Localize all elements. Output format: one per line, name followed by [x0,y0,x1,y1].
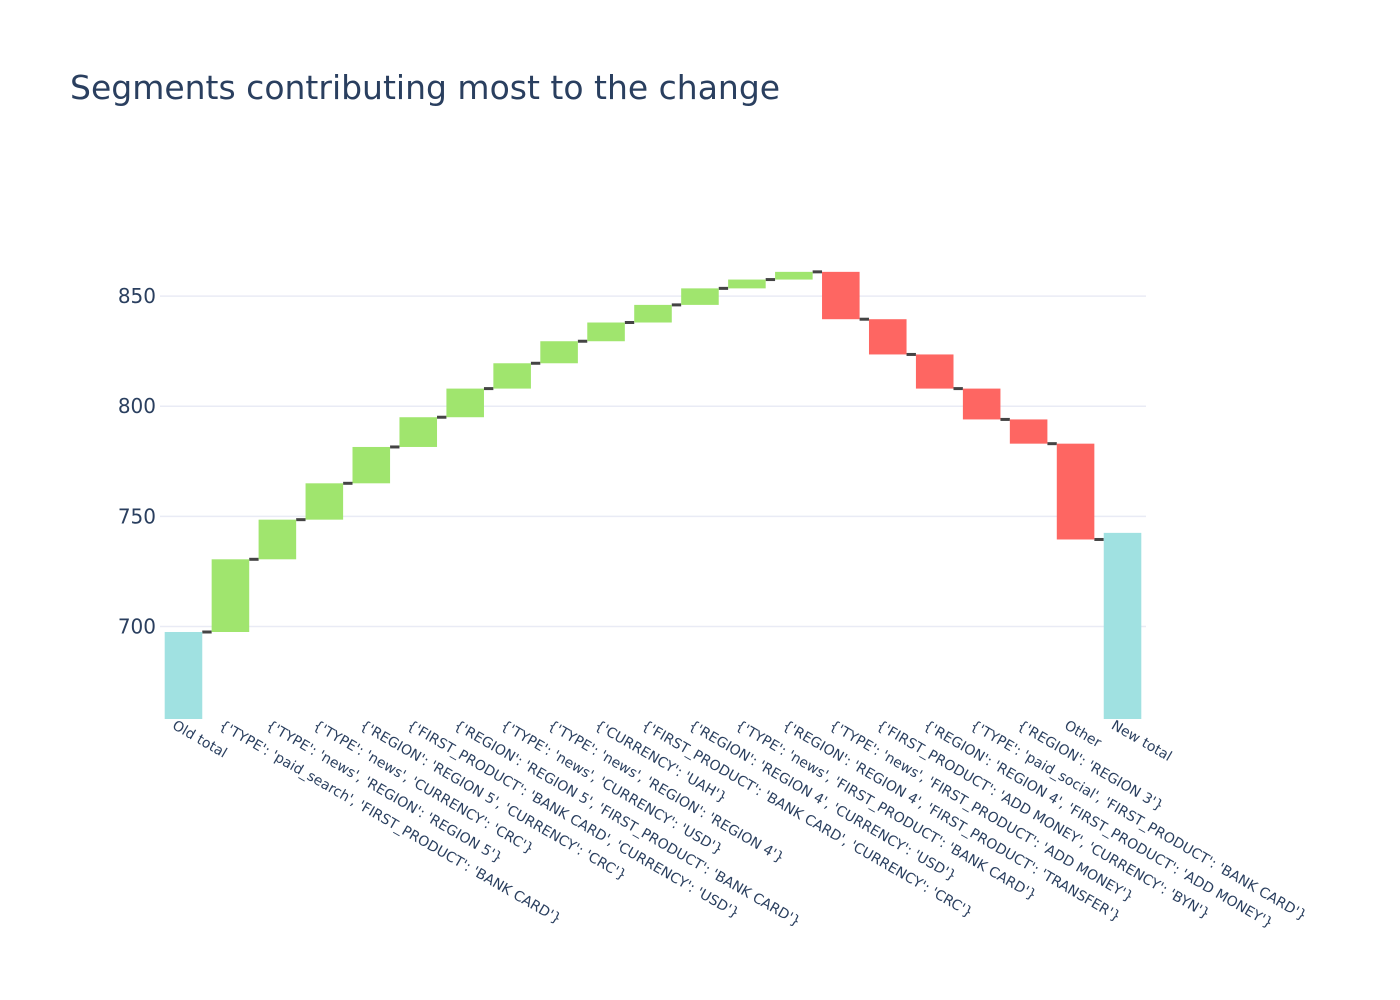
waterfall-bar [587,322,625,342]
y-tick-label: 800 [118,394,156,418]
waterfall-bar [962,388,1001,420]
connector-layer [202,270,1104,634]
waterfall-bar [915,354,954,389]
waterfall-bar [493,363,531,389]
waterfall-bar [1103,532,1142,719]
waterfall-bar [1009,419,1048,444]
waterfall-bar [868,319,907,355]
waterfall-bar [681,288,719,305]
waterfall-bar [211,559,250,632]
waterfall-bar [540,341,578,364]
waterfall-bar [446,388,484,418]
chart-title: Segments contributing most to the change [70,68,781,107]
y-axis: 700 750 800 850 [118,284,156,638]
waterfall-bar [822,271,860,320]
waterfall-bar [399,417,438,447]
waterfall-bar [258,519,297,560]
waterfall-bar [305,483,344,520]
y-tick-label: 700 [118,614,156,638]
x-axis: Old total{'TYPE': 'paid_search', 'FIRST_… [169,718,1309,932]
waterfall-bar [775,271,813,280]
waterfall-bar [728,279,766,289]
waterfall-bar [1056,443,1095,540]
grid-layer [160,295,1146,628]
waterfall-bar [164,631,203,719]
y-tick-label: 850 [118,284,156,308]
y-tick-label: 750 [118,504,156,528]
waterfall-bar [634,304,672,323]
waterfall-bar [352,446,391,484]
bar-layer [164,271,1142,719]
x-tick-label: New total [1108,718,1174,765]
